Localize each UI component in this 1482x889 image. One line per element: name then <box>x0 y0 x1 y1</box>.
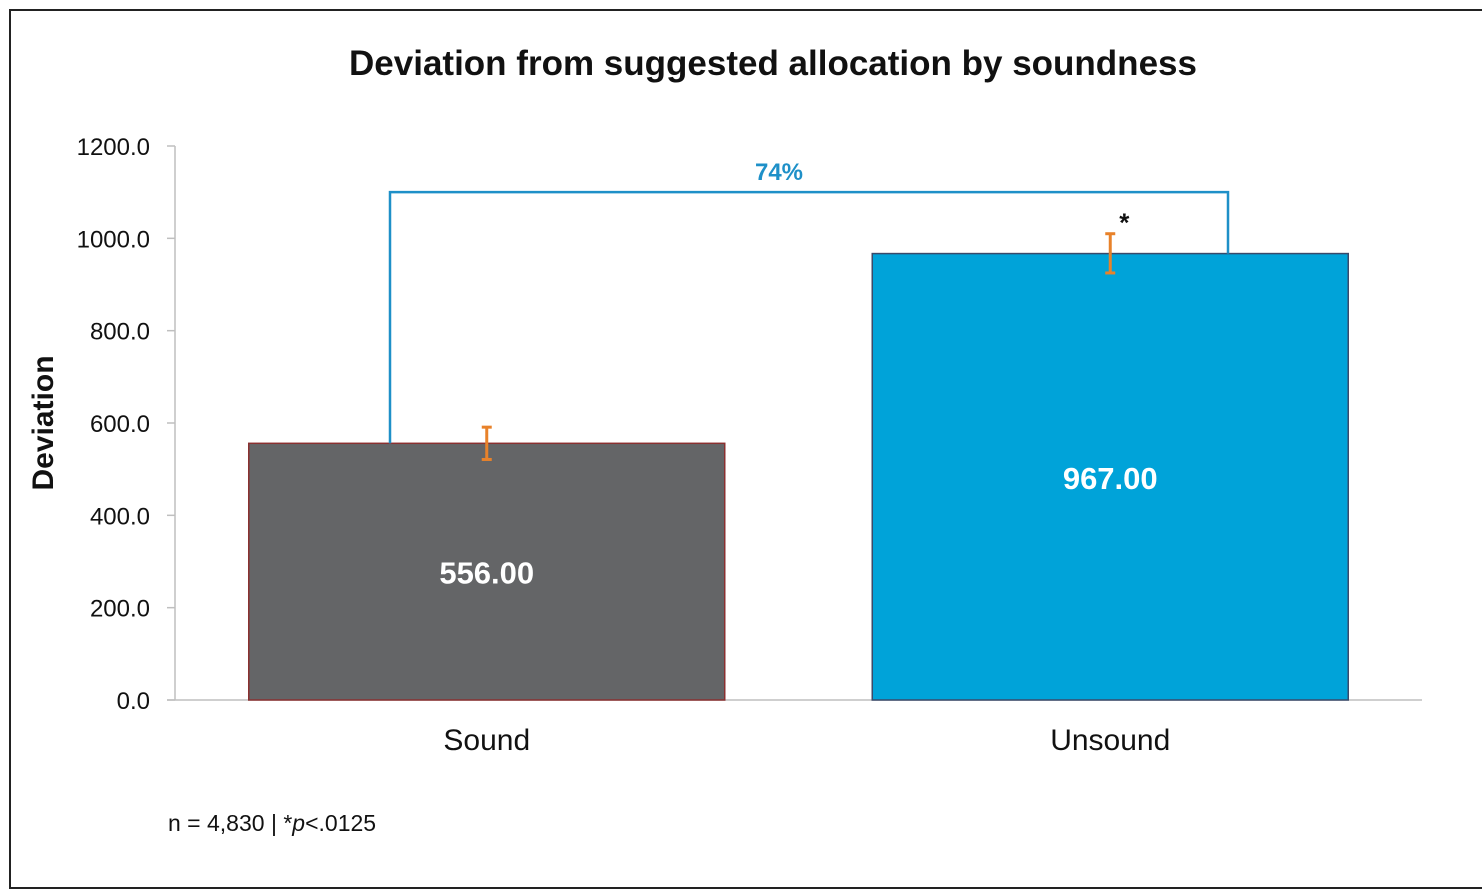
footnote: n = 4,830 | *p<.0125 <box>168 810 376 837</box>
y-axis-label: Deviation <box>27 355 60 490</box>
y-tick-label: 800.0 <box>90 319 150 346</box>
y-axis-ticks: 0.0 200.0 400.0 600.0 800.0 1000.0 1200.0 <box>77 134 175 715</box>
y-tick-label: 200.0 <box>90 596 150 623</box>
footnote-p-value: <.0125 <box>305 810 377 836</box>
y-tick-label: 400.0 <box>90 503 150 530</box>
y-tick-label: 0.0 <box>117 688 150 715</box>
significance-star: * <box>1119 208 1130 238</box>
footnote-n: n = 4,830 | <box>168 810 284 836</box>
bracket-label: 74% <box>755 159 803 186</box>
y-tick-label: 1000.0 <box>77 226 150 253</box>
bracket-line <box>388 190 1230 444</box>
y-tick-label: 600.0 <box>90 411 150 438</box>
y-tick-label: 1200.0 <box>77 134 150 161</box>
bars: 556.00 Sound 967.00 Unsound * <box>248 208 1349 757</box>
percent-change-bracket: 74% <box>388 159 1230 444</box>
chart-title: Deviation from suggested allocation by s… <box>349 44 1197 83</box>
bar-chart: Deviation from suggested allocation by s… <box>27 44 1422 757</box>
footnote-star: * <box>283 810 293 836</box>
data-label: 967.00 <box>1063 461 1158 496</box>
category-label: Unsound <box>1050 724 1170 757</box>
category-label: Sound <box>443 724 530 757</box>
footnote-p: p <box>292 810 306 836</box>
bar-unsound <box>871 252 1349 701</box>
data-label: 556.00 <box>439 556 534 591</box>
